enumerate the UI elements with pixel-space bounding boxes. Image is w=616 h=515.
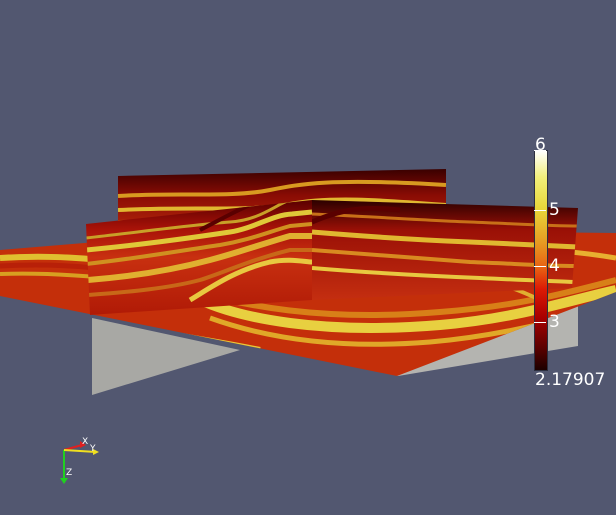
front-vertical-slice — [86, 200, 312, 315]
colorbar-tick-5-label: 5 — [549, 200, 560, 220]
axis-z-label: Z — [66, 468, 73, 478]
colorbar-tick-max — [534, 150, 546, 151]
colorbar-tick-3 — [534, 322, 546, 323]
colorbar-tick-4 — [534, 266, 546, 267]
right-vertical-slice — [312, 200, 578, 300]
axis-y-label: Y — [90, 444, 96, 454]
axis-x-label: X — [82, 437, 89, 447]
colorbar-min-label: 2.17907 — [535, 370, 606, 390]
colorbar-max-label: 6 — [535, 135, 546, 155]
orientation-axes-widget — [60, 441, 99, 484]
colorbar-tick-5 — [534, 210, 546, 211]
color-legend-bar — [534, 150, 548, 371]
colorbar-tick-4-label: 4 — [549, 256, 560, 276]
colorbar-tick-3-label: 3 — [549, 312, 560, 332]
